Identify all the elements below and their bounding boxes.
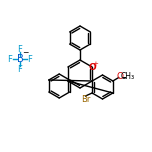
Text: CH₃: CH₃ — [121, 72, 135, 81]
Text: O: O — [88, 62, 96, 71]
Text: +: + — [93, 61, 98, 67]
Text: O: O — [116, 72, 123, 81]
Text: −: − — [22, 48, 28, 57]
Text: F: F — [18, 45, 22, 54]
Text: F: F — [28, 55, 32, 64]
Text: B: B — [17, 54, 23, 64]
Text: F: F — [8, 55, 12, 64]
Text: F: F — [18, 64, 22, 74]
Text: Br: Br — [81, 95, 90, 104]
